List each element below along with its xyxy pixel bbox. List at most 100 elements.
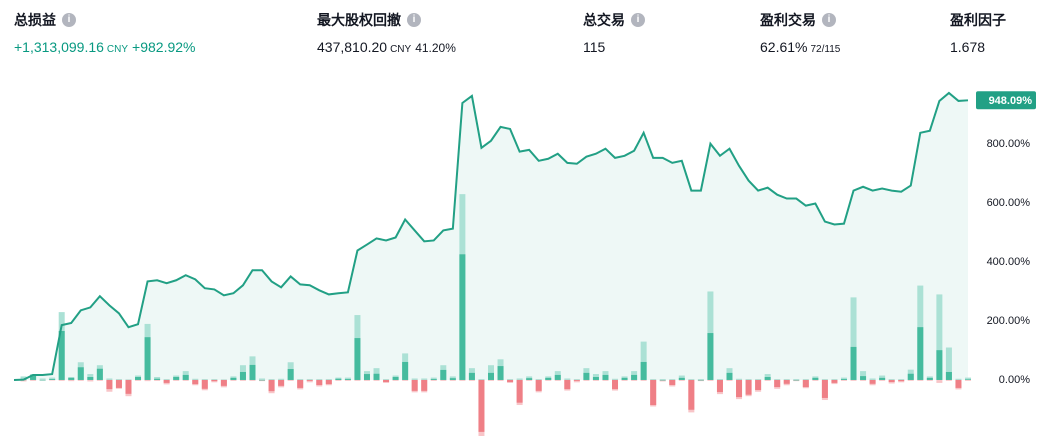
stat-extra: +982.92% [132,39,196,55]
bar [201,379,208,389]
bar [440,369,447,380]
info-icon[interactable]: i [62,13,76,27]
bar [211,379,218,380]
bar [58,379,65,381]
bar [888,379,895,380]
bar [879,379,886,381]
stat-label: 总损益 [14,12,56,28]
bar [96,379,103,381]
bar [554,379,561,381]
stat: 盈利交易 i 62.61% 72/115 [760,10,844,55]
last-value-label: 948.09% [989,95,1033,107]
bar [154,377,161,380]
bar [669,379,676,385]
bar [363,379,370,381]
bar [831,379,838,380]
bar [573,379,580,380]
bar [115,379,122,388]
equity-line [13,91,969,381]
bar [30,379,37,381]
bar [707,333,714,380]
bar [678,377,685,380]
bar [860,371,867,380]
bar [220,379,227,386]
bar [363,374,370,380]
bar [707,379,714,381]
bar [373,373,380,380]
info-icon[interactable]: i [822,13,836,27]
bar [640,379,647,381]
stat-unit: CNY [106,44,129,55]
info-icon[interactable]: i [407,13,421,27]
bar [192,378,199,380]
bar [392,379,399,381]
bar [783,379,790,384]
bar [230,377,237,380]
bar [87,379,94,382]
bar [87,377,94,380]
bar [736,379,743,398]
stat-value: 437,810.20 [317,39,388,55]
bar [192,379,199,385]
bar [58,330,65,380]
bar [402,361,409,380]
stat: 总损益 i +1,313,099.16 CNY +982.92% [14,10,196,55]
bar [955,378,962,380]
bar [945,379,952,381]
bar [602,374,609,380]
bar [716,379,723,393]
y-tick-label: 800.00% [987,138,1031,150]
bar [49,379,56,380]
bar [860,379,867,381]
bar [144,337,151,380]
bar [306,379,313,381]
bar [68,377,75,380]
bar [602,379,609,381]
bar [631,374,638,380]
bar [869,379,876,384]
bar [497,379,504,381]
stat-extra: 41.20% [415,41,456,55]
bar [564,379,571,390]
bar [592,379,599,381]
bar [659,379,666,380]
bar [802,379,809,388]
bar [669,379,676,380]
bar [459,254,466,380]
bar [736,378,743,380]
bar [907,373,914,380]
y-tick-label: 200.00% [987,315,1031,327]
bar [96,368,103,380]
last-value-box [976,91,1036,110]
bar [879,377,886,380]
bar [965,379,971,380]
bar [926,379,933,381]
bar [850,379,857,381]
bar [421,378,428,380]
bar [173,377,180,380]
info-icon[interactable]: i [631,13,645,27]
bar [659,379,666,381]
bar [535,379,542,380]
bar [325,379,332,380]
bar [344,379,351,380]
bar [478,379,485,432]
bar [936,294,943,380]
stat-value: 115 [583,39,606,55]
bar [965,377,971,380]
bar [430,377,437,380]
bar [564,378,571,380]
bar [135,377,142,380]
bar [325,379,332,385]
bar [840,379,847,380]
bar [507,379,514,383]
bar [20,379,27,382]
bar [860,376,867,380]
bar [573,379,580,381]
bar [135,379,142,381]
bar [239,379,246,381]
bar [526,378,533,380]
bar [68,379,75,382]
bar [125,379,132,394]
